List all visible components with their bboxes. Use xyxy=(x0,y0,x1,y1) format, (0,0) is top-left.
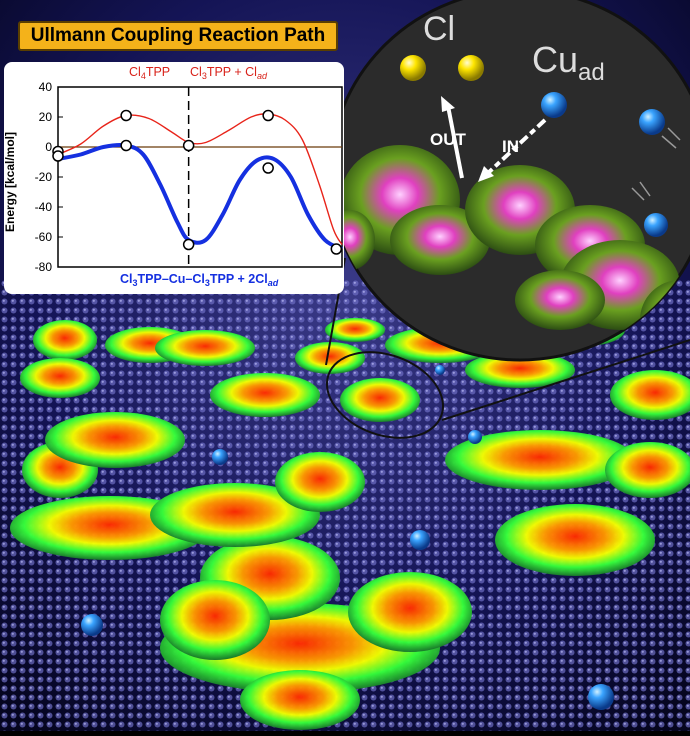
in-label: IN xyxy=(502,137,519,156)
marker-blue-series xyxy=(52,150,64,162)
y-tick-label: 0 xyxy=(45,140,52,154)
y-ticks: 40 20 0 -20 -40 -60 -80 xyxy=(35,80,63,274)
energy-chart: Energy [kcal/mol] 40 20 0 -20 -40 -60 -80 Cl4T… xyxy=(3,65,343,288)
series-line-red xyxy=(57,113,343,245)
y-tick-label: -60 xyxy=(35,230,53,244)
motion-lines xyxy=(631,127,681,201)
out-arrow xyxy=(441,96,464,179)
top-label-right: Cl3TPP + Clad xyxy=(190,65,268,81)
y-tick-label: 20 xyxy=(39,110,53,124)
molecule-large xyxy=(160,536,472,730)
energy-chart-panel: Energy [kcal/mol] 40 20 0 -20 -40 -60 -80 Cl4T… xyxy=(3,62,344,294)
plot-frame xyxy=(57,86,343,268)
top-label-left: Cl4TPP xyxy=(129,65,170,81)
marker-red-series xyxy=(182,139,195,152)
marker-blue-series xyxy=(262,162,274,174)
zoom-inset: Cl Cuad OUT IN xyxy=(328,0,690,362)
y-tick-label: 40 xyxy=(39,80,53,94)
zoom-region-ellipse xyxy=(325,351,445,439)
cl-atom xyxy=(400,55,426,81)
molecule-right xyxy=(445,370,690,576)
bottom-label: Cl3TPP–Cu–Cl3TPP + 2Clad xyxy=(120,272,279,288)
title-banner: Ullmann Coupling Reaction Path xyxy=(18,21,338,51)
markers xyxy=(52,109,343,255)
marker-blue-series xyxy=(182,238,195,251)
y-axis-label: Energy [kcal/mol] xyxy=(4,132,17,232)
zoom-line-right xyxy=(441,339,690,421)
cu-adatoms xyxy=(81,365,614,710)
cl-label: Cl xyxy=(423,10,455,48)
marker-blue-series xyxy=(330,243,343,255)
y-tick-label: -40 xyxy=(35,200,53,214)
series-line-blue xyxy=(57,142,343,251)
y-tick-label: -80 xyxy=(35,260,53,274)
out-label: OUT xyxy=(430,130,467,149)
in-arrow xyxy=(478,118,547,182)
marker-red-series xyxy=(120,109,132,122)
marker-blue-series xyxy=(120,139,132,152)
cu-label: Cuad xyxy=(532,39,605,86)
cl-atom xyxy=(458,55,484,81)
cu-adatom-inset xyxy=(644,213,668,237)
marker-red-series xyxy=(262,109,274,122)
cu-adatom-inset xyxy=(639,109,665,135)
molecule-islands xyxy=(10,314,690,730)
y-tick-label: -20 xyxy=(35,170,53,184)
cu-adatom-inset xyxy=(541,92,567,118)
